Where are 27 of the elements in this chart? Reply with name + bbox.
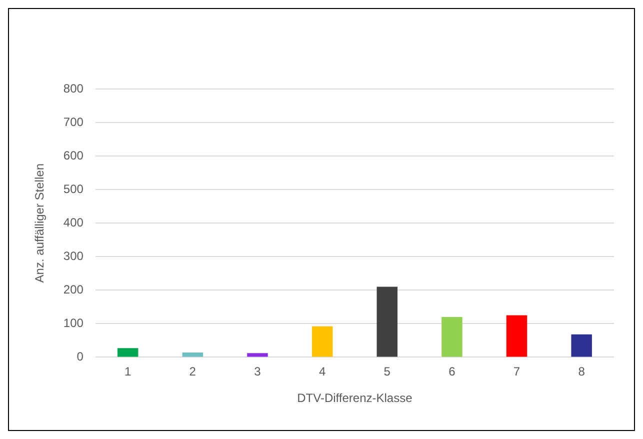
x-tick-label: 5 xyxy=(384,364,391,379)
x-tick-label: 8 xyxy=(578,364,586,379)
bar xyxy=(506,315,528,357)
y-tick-label: 300 xyxy=(63,248,84,263)
x-tick-label: 7 xyxy=(513,364,520,379)
y-tick-label: 600 xyxy=(63,148,84,162)
x-tick-label: 3 xyxy=(254,364,262,379)
bar xyxy=(182,352,204,357)
x-tick-label: 4 xyxy=(318,364,326,379)
bar xyxy=(571,334,592,357)
y-axis-title: Anz. auffälliger Stellen xyxy=(32,164,47,283)
bar xyxy=(312,326,333,357)
x-tick-label: 6 xyxy=(448,364,456,379)
bar xyxy=(117,348,138,357)
y-tick-label: 700 xyxy=(63,114,84,129)
y-tick-label: 100 xyxy=(63,316,84,330)
y-tick-label: 800 xyxy=(63,81,84,96)
bar xyxy=(247,353,268,357)
bar xyxy=(442,316,462,357)
y-tick-label: 400 xyxy=(63,215,84,230)
x-axis-title: DTV-Differenz-Klasse xyxy=(297,391,413,406)
y-tick-label: 0 xyxy=(76,350,84,364)
x-tick-label: 1 xyxy=(124,364,132,379)
x-tick-label: 2 xyxy=(189,364,196,379)
bar xyxy=(376,286,398,357)
y-tick-label: 500 xyxy=(63,182,84,196)
y-tick-label: 200 xyxy=(63,282,84,296)
